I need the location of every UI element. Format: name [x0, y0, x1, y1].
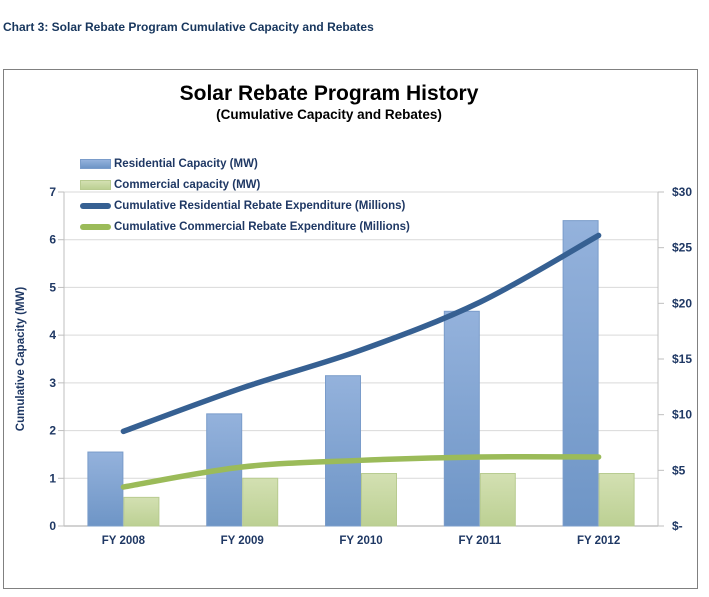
chart-subtitle: (Cumulative Capacity and Rebates): [216, 107, 442, 123]
left-axis-tick-label: 0: [49, 519, 56, 533]
bar-commercial-capacity: [479, 473, 516, 527]
legend-swatch-line-darkblue: [80, 202, 111, 209]
left-axis-tick-label: 1: [49, 471, 56, 485]
left-axis-tick-label: 4: [49, 328, 56, 342]
x-axis-tick-label: FY 2010: [339, 535, 382, 547]
left-axis-title: Cumulative Capacity (MW): [15, 287, 27, 432]
legend-item-commercial-expenditure: Cumulative Commercial Rebate Expenditure…: [80, 216, 410, 237]
right-axis-tick-label: $5: [672, 463, 686, 477]
bar-commercial-capacity: [598, 473, 635, 527]
left-axis-tick-label: 5: [49, 280, 56, 294]
legend-item-residential-capacity: Residential Capacity (MW): [80, 153, 410, 174]
chart-frame: Solar Rebate Program History (Cumulative…: [3, 69, 698, 589]
bar-commercial-capacity: [123, 496, 160, 527]
legend-item-residential-expenditure: Cumulative Residential Rebate Expenditur…: [80, 195, 410, 216]
document-caption: Chart 3: Solar Rebate Program Cumulative…: [3, 20, 374, 34]
legend-swatch-bar-green: [80, 179, 111, 190]
x-axis-tick-label: FY 2012: [577, 535, 620, 547]
x-axis-tick-label: FY 2011: [458, 535, 501, 547]
legend-item-commercial-capacity: Commercial capacity (MW): [80, 174, 410, 195]
chart-title: Solar Rebate Program History: [179, 82, 479, 105]
plot-area: 0 1 2 3 4 5 6 7 $- $5 $10 $15 $20 $25 $30 FY 2008 FY 200…: [15, 185, 692, 547]
legend-label: Commercial capacity (MW): [114, 178, 261, 191]
left-axis-tick-label: 3: [49, 376, 56, 390]
x-axis-tick-label: FY 2009: [221, 535, 264, 547]
left-axis-tick-label: 6: [49, 233, 56, 247]
legend: Residential Capacity (MW) Commercial cap…: [80, 153, 410, 237]
bar-residential-capacity: [87, 451, 124, 527]
line-commercial-expenditure: [120, 453, 602, 490]
legend-label: Cumulative Residential Rebate Expenditur…: [114, 199, 406, 212]
bar-residential-capacity: [325, 375, 361, 527]
bar-commercial-capacity: [361, 473, 397, 527]
bar-residential-capacity: [562, 220, 599, 527]
x-axis-tick-label: FY 2008: [102, 535, 146, 547]
left-axis-tick-label: 2: [49, 424, 56, 438]
legend-label: Cumulative Commercial Rebate Expenditure…: [114, 220, 410, 233]
legend-swatch-line-green: [80, 223, 111, 230]
right-axis-tick-label: $25: [672, 241, 692, 255]
line-residential-expenditure: [120, 232, 602, 435]
right-axis-tick-label: $10: [672, 408, 692, 422]
legend-swatch-bar-blue: [80, 158, 111, 169]
left-axis-tick-label: 7: [49, 185, 56, 199]
right-axis-tick-label: $-: [672, 519, 683, 533]
legend-label: Residential Capacity (MW): [114, 157, 258, 170]
chart-title-block: Solar Rebate Program History (Cumulative…: [4, 82, 654, 122]
bar-commercial-capacity: [242, 477, 279, 527]
right-axis-tick-label: $30: [672, 185, 692, 199]
bar-residential-capacity: [443, 310, 480, 527]
right-axis-tick-label: $15: [672, 352, 692, 366]
right-axis-tick-label: $20: [672, 296, 692, 310]
